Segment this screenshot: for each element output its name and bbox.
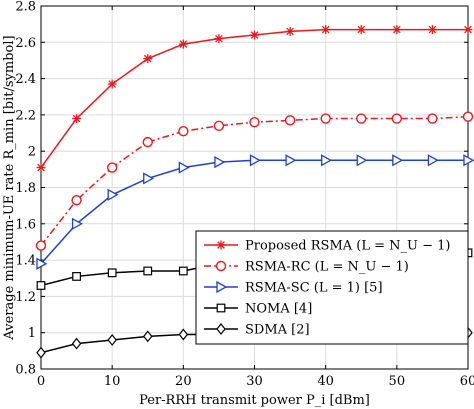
y-tick-label: 0.8 [15,363,36,378]
data-point [35,240,47,251]
data-point [392,154,404,167]
data-point [36,346,46,359]
axes: 0 10 20 30 40 50 60 0.8 1 1.2 1.4 1.6 1.8 2 2.2 2.4 2.6 2… [15,0,474,389]
data-point [71,337,82,350]
data-point [321,25,331,35]
data-point [178,39,188,49]
x-axis-label: Per-RRH transmit power P_i [dBm] [139,393,370,408]
data-point [107,79,117,89]
data-point [249,154,261,167]
y-tick-label: 1.6 [15,217,36,232]
series-3 [36,154,474,270]
data-point [143,172,155,185]
y-tick-label: 2.8 [15,0,36,15]
legend-label: Proposed RSMA (L = N_U − 1) [245,239,450,254]
y-tick-label: 2 [28,145,36,160]
legend-entry: RSMA-RC (L = N_U − 1) [204,260,409,275]
y-tick-label: 1.4 [15,254,36,269]
data-point [72,114,82,124]
x-tick-label: 0 [37,374,45,389]
data-point [36,163,46,173]
data-point [321,154,333,167]
data-point [36,281,46,290]
legend-label: NOMA [4] [245,302,312,317]
data-point [71,195,82,206]
data-point [143,266,153,276]
data-point [71,217,83,230]
series-2 [35,111,474,251]
legend-marker [216,323,226,335]
data-point [427,154,439,167]
data-point [72,272,81,281]
data-point [356,154,368,167]
data-point [356,25,366,35]
legend-entry: RSMA-SC (L = 1) [5] [204,281,383,296]
data-point [427,25,437,35]
data-point [356,113,367,124]
data-point [462,111,474,122]
legend-box [195,230,469,345]
data-point [427,113,438,124]
y-axis-label: Average minimum-UE rate R_min [bit/symbo… [2,35,17,340]
x-tick-label: 40 [317,374,334,389]
x-tick-label: 50 [389,374,406,389]
data-point [178,328,189,341]
data-point [320,113,331,124]
data-point [107,333,117,346]
x-tick-label: 60 [460,374,474,389]
data-point [142,330,153,343]
data-point [142,136,153,148]
y-tick-label: 2.6 [15,36,36,51]
x-tick-label: 30 [246,374,263,389]
data-point [178,161,190,174]
data-point [392,25,402,35]
data-point [250,30,259,40]
legend-label: RSMA-SC (L = 1) [5] [245,281,383,296]
legend-entry: NOMA [4] [204,302,312,317]
y-tick-label: 1 [28,326,36,341]
data-point [213,120,225,131]
plot-frame [40,5,469,370]
legend-label: RSMA-RC (L = N_U − 1) [245,260,409,275]
data-point [107,188,119,201]
legend-marker [215,260,227,272]
legend-marker [216,280,228,294]
data-point [285,26,295,36]
series-1 [36,25,473,173]
data-point [107,268,117,278]
data-point [143,54,153,64]
x-tick-label: 20 [175,374,192,389]
data-point [106,162,118,173]
legend: Proposed RSMA (L = N_U − 1) RSMA-RC (L = … [195,230,469,345]
data-point [284,115,296,126]
data-point [463,154,474,167]
data-point [391,113,403,124]
y-tick-label: 1.8 [15,181,36,196]
x-tick-label: 10 [104,374,121,389]
legend-label: SDMA [2] [245,323,310,338]
legend-entry: SDMA [2] [204,323,310,338]
data-point [249,116,260,128]
y-tick-label: 1.2 [15,290,36,305]
data-point [178,266,188,276]
legend-marker [216,303,226,313]
data-point [214,155,226,169]
legend-marker [216,240,226,250]
data-point [285,154,297,167]
y-tick-label: 2.2 [15,108,36,123]
y-tick-label: 2.4 [15,72,36,87]
data-point [178,126,189,137]
data-point [463,25,473,35]
data-point [214,34,224,44]
legend-entry: Proposed RSMA (L = N_U − 1) [204,239,450,254]
data-point [36,257,48,270]
